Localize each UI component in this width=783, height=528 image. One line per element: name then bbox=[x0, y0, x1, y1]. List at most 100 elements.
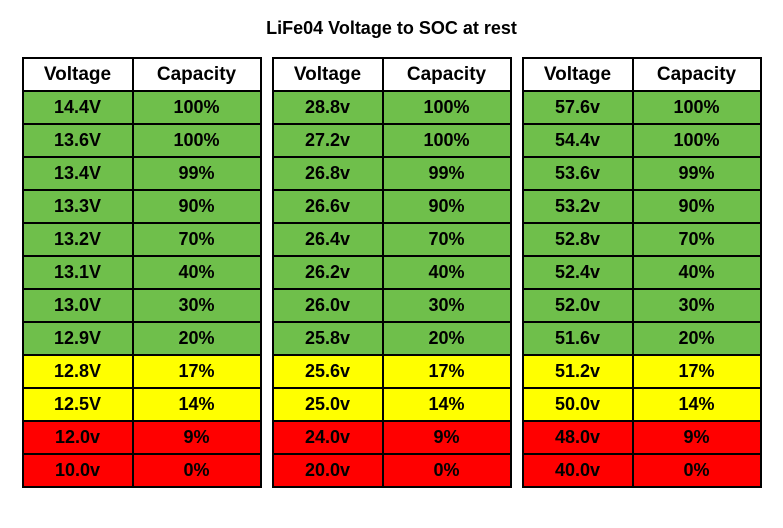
header-voltage: Voltage bbox=[273, 58, 383, 91]
voltage-cell: 13.0V bbox=[23, 289, 133, 322]
capacity-cell: 40% bbox=[633, 256, 761, 289]
voltage-cell: 52.0v bbox=[523, 289, 633, 322]
voltage-cell: 52.4v bbox=[523, 256, 633, 289]
voltage-cell: 12.8V bbox=[23, 355, 133, 388]
table-header-row: Voltage Capacity bbox=[523, 58, 761, 91]
table-row: 26.4v70% bbox=[273, 223, 511, 256]
capacity-cell: 20% bbox=[133, 322, 261, 355]
table-row: 50.0v14% bbox=[523, 388, 761, 421]
page-title: LiFe04 Voltage to SOC at rest bbox=[0, 0, 783, 57]
header-voltage: Voltage bbox=[523, 58, 633, 91]
capacity-cell: 100% bbox=[133, 124, 261, 157]
voltage-cell: 51.2v bbox=[523, 355, 633, 388]
voltage-cell: 25.6v bbox=[273, 355, 383, 388]
capacity-cell: 70% bbox=[133, 223, 261, 256]
capacity-cell: 90% bbox=[383, 190, 511, 223]
table-body: 57.6v100%54.4v100%53.6v99%53.2v90%52.8v7… bbox=[523, 91, 761, 487]
table-row: 13.6V100% bbox=[23, 124, 261, 157]
voltage-cell: 25.0v bbox=[273, 388, 383, 421]
voltage-cell: 53.6v bbox=[523, 157, 633, 190]
table-row: 51.2v17% bbox=[523, 355, 761, 388]
capacity-cell: 100% bbox=[133, 91, 261, 124]
voltage-cell: 51.6v bbox=[523, 322, 633, 355]
table-row: 26.6v90% bbox=[273, 190, 511, 223]
capacity-cell: 0% bbox=[133, 454, 261, 487]
voltage-cell: 20.0v bbox=[273, 454, 383, 487]
capacity-cell: 17% bbox=[633, 355, 761, 388]
capacity-cell: 9% bbox=[383, 421, 511, 454]
table-row: 13.3V90% bbox=[23, 190, 261, 223]
table-row: 28.8v100% bbox=[273, 91, 511, 124]
voltage-cell: 27.2v bbox=[273, 124, 383, 157]
voltage-cell: 26.6v bbox=[273, 190, 383, 223]
capacity-cell: 20% bbox=[633, 322, 761, 355]
capacity-cell: 40% bbox=[383, 256, 511, 289]
table-row: 53.6v99% bbox=[523, 157, 761, 190]
table-row: 48.0v9% bbox=[523, 421, 761, 454]
voltage-cell: 26.4v bbox=[273, 223, 383, 256]
voltage-cell: 26.2v bbox=[273, 256, 383, 289]
table-row: 40.0v0% bbox=[523, 454, 761, 487]
table-row: 25.8v20% bbox=[273, 322, 511, 355]
capacity-cell: 14% bbox=[383, 388, 511, 421]
header-voltage: Voltage bbox=[23, 58, 133, 91]
soc-table-12v: Voltage Capacity 14.4V100%13.6V100%13.4V… bbox=[22, 57, 262, 488]
voltage-cell: 13.4V bbox=[23, 157, 133, 190]
capacity-cell: 20% bbox=[383, 322, 511, 355]
capacity-cell: 30% bbox=[633, 289, 761, 322]
voltage-cell: 26.0v bbox=[273, 289, 383, 322]
capacity-cell: 99% bbox=[133, 157, 261, 190]
voltage-cell: 54.4v bbox=[523, 124, 633, 157]
capacity-cell: 90% bbox=[633, 190, 761, 223]
table-row: 12.8V17% bbox=[23, 355, 261, 388]
table-row: 52.0v30% bbox=[523, 289, 761, 322]
table-row: 52.4v40% bbox=[523, 256, 761, 289]
table-row: 13.0V30% bbox=[23, 289, 261, 322]
table-body: 28.8v100%27.2v100%26.8v99%26.6v90%26.4v7… bbox=[273, 91, 511, 487]
table-row: 24.0v9% bbox=[273, 421, 511, 454]
table-row: 13.2V70% bbox=[23, 223, 261, 256]
voltage-cell: 24.0v bbox=[273, 421, 383, 454]
voltage-cell: 52.8v bbox=[523, 223, 633, 256]
table-row: 26.0v30% bbox=[273, 289, 511, 322]
voltage-cell: 13.3V bbox=[23, 190, 133, 223]
table-row: 14.4V100% bbox=[23, 91, 261, 124]
capacity-cell: 0% bbox=[383, 454, 511, 487]
capacity-cell: 14% bbox=[633, 388, 761, 421]
capacity-cell: 17% bbox=[383, 355, 511, 388]
capacity-cell: 9% bbox=[633, 421, 761, 454]
voltage-cell: 13.2V bbox=[23, 223, 133, 256]
voltage-cell: 50.0v bbox=[523, 388, 633, 421]
table-row: 53.2v90% bbox=[523, 190, 761, 223]
table-row: 25.6v17% bbox=[273, 355, 511, 388]
capacity-cell: 100% bbox=[383, 124, 511, 157]
soc-table-24v: Voltage Capacity 28.8v100%27.2v100%26.8v… bbox=[272, 57, 512, 488]
capacity-cell: 100% bbox=[633, 91, 761, 124]
table-row: 13.4V99% bbox=[23, 157, 261, 190]
voltage-cell: 12.0v bbox=[23, 421, 133, 454]
table-row: 20.0v0% bbox=[273, 454, 511, 487]
voltage-cell: 53.2v bbox=[523, 190, 633, 223]
capacity-cell: 40% bbox=[133, 256, 261, 289]
voltage-cell: 13.1V bbox=[23, 256, 133, 289]
table-row: 13.1V40% bbox=[23, 256, 261, 289]
table-row: 54.4v100% bbox=[523, 124, 761, 157]
table-header-row: Voltage Capacity bbox=[273, 58, 511, 91]
table-row: 12.0v9% bbox=[23, 421, 261, 454]
voltage-cell: 40.0v bbox=[523, 454, 633, 487]
voltage-cell: 10.0v bbox=[23, 454, 133, 487]
table-row: 12.9V20% bbox=[23, 322, 261, 355]
table-row: 57.6v100% bbox=[523, 91, 761, 124]
capacity-cell: 14% bbox=[133, 388, 261, 421]
header-capacity: Capacity bbox=[133, 58, 261, 91]
capacity-cell: 100% bbox=[633, 124, 761, 157]
soc-table-48v: Voltage Capacity 57.6v100%54.4v100%53.6v… bbox=[522, 57, 762, 488]
capacity-cell: 99% bbox=[633, 157, 761, 190]
table-row: 25.0v14% bbox=[273, 388, 511, 421]
table-row: 26.8v99% bbox=[273, 157, 511, 190]
capacity-cell: 70% bbox=[383, 223, 511, 256]
header-capacity: Capacity bbox=[383, 58, 511, 91]
voltage-cell: 48.0v bbox=[523, 421, 633, 454]
voltage-cell: 57.6v bbox=[523, 91, 633, 124]
capacity-cell: 100% bbox=[383, 91, 511, 124]
